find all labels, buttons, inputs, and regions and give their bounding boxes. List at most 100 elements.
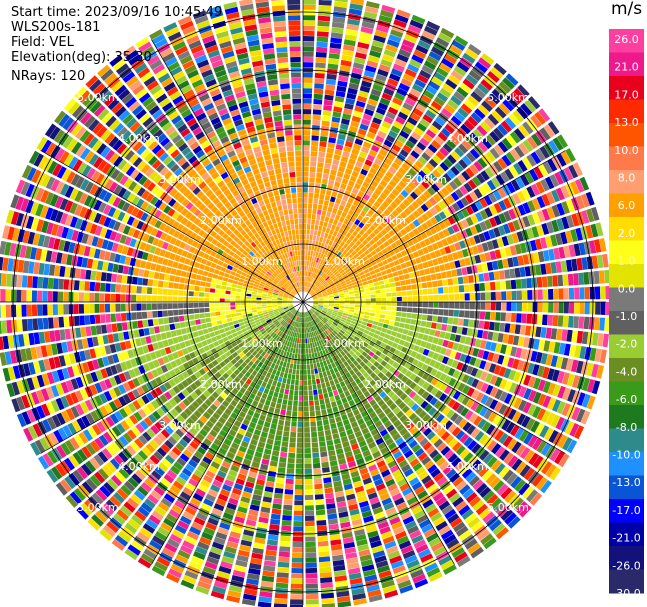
gate-955 <box>477 141 488 153</box>
gate-1613 <box>401 291 407 296</box>
gate-1058 <box>446 194 456 204</box>
gate-55 <box>303 0 316 5</box>
gate-837 <box>446 139 457 150</box>
gate-748 <box>332 261 338 267</box>
gate-1453 <box>454 260 461 268</box>
gate-1953 <box>388 320 395 326</box>
gate-1466 <box>519 242 527 254</box>
gate-2687 <box>334 342 339 348</box>
gate-3394 <box>304 474 313 480</box>
gate-474 <box>345 202 352 209</box>
gate-3544 <box>293 364 297 370</box>
gate-285 <box>305 287 308 292</box>
gate-3184 <box>360 559 374 567</box>
gate-3671 <box>269 428 276 435</box>
gate-3565 <box>276 472 285 479</box>
gate-2933 <box>363 432 372 440</box>
gate-1971 <box>479 340 487 349</box>
gate-3503 <box>288 447 296 453</box>
gate-867 <box>354 246 361 253</box>
gate-2266 <box>507 408 517 420</box>
gate-3144 <box>315 357 320 363</box>
gate-3324 <box>309 405 315 412</box>
gate-2976 <box>329 368 335 375</box>
gate-2218 <box>555 416 565 430</box>
gate-3567 <box>275 482 284 489</box>
gate-734 <box>462 78 475 90</box>
gate-4982 <box>168 316 175 324</box>
gate-1283 <box>450 234 459 243</box>
gate-690 <box>327 264 333 270</box>
gate-3533 <box>273 603 288 607</box>
gate-2495 <box>483 453 494 465</box>
gate-2253 <box>448 377 457 387</box>
gate-1031 <box>332 277 338 282</box>
gate-1041 <box>374 246 382 253</box>
gate-1961 <box>429 329 436 336</box>
gate-1246 <box>540 178 550 192</box>
gate-1043 <box>383 240 390 248</box>
gate-1052 <box>421 213 429 222</box>
gate-1401 <box>476 244 484 254</box>
gate-3317 <box>307 369 311 375</box>
gate-507 <box>415 44 429 55</box>
gate-2464 <box>361 351 368 358</box>
gate-2957 <box>415 543 429 554</box>
gate-2822 <box>385 437 394 446</box>
gate-1429 <box>333 292 339 296</box>
gate-3350 <box>317 540 329 547</box>
gate-3106 <box>345 450 353 458</box>
gate-3159 <box>332 433 340 440</box>
gate-3139 <box>309 332 313 338</box>
gate-2684 <box>324 330 330 336</box>
gate-535 <box>359 186 368 193</box>
gate-1412 <box>531 226 540 238</box>
gate-2914 <box>322 343 327 350</box>
gate-2291 <box>360 335 367 342</box>
gate-1991 <box>581 361 589 375</box>
gate-1868 <box>540 327 547 339</box>
gate-2487 <box>451 426 461 437</box>
gate-1933 <box>579 346 587 359</box>
gate-1641 <box>547 275 553 287</box>
gate-37 <box>303 93 312 99</box>
gate-981 <box>359 252 366 259</box>
gate-1824 <box>313 303 319 305</box>
gate-4802 <box>217 324 224 330</box>
gate-2406 <box>360 345 367 351</box>
gate-3260 <box>310 369 315 375</box>
gate-1733 <box>433 302 439 308</box>
gate-371 <box>353 143 362 151</box>
gate-698 <box>352 230 358 237</box>
gate-1821 <box>594 317 600 331</box>
gate-891 <box>443 158 453 168</box>
gate-2714 <box>418 452 428 462</box>
gate-1835 <box>370 309 376 313</box>
gate-802 <box>324 275 329 280</box>
gate-263 <box>343 108 353 115</box>
gate-20 <box>303 182 309 188</box>
gate-2348 <box>358 339 365 345</box>
gate-2060 <box>351 318 358 322</box>
gate-3361 <box>321 597 335 604</box>
gate-367 <box>346 163 354 170</box>
gate-2576 <box>348 350 355 356</box>
gate-2727 <box>458 504 471 516</box>
gate-2926 <box>348 399 355 407</box>
gate-1508 <box>446 270 452 278</box>
gate-2813 <box>361 398 369 406</box>
gate-58 <box>303 281 305 287</box>
gate-518 <box>319 265 324 271</box>
gate-1133 <box>530 151 542 165</box>
gate-1742 <box>480 302 486 310</box>
gate-162 <box>330 37 343 44</box>
gate-456 <box>307 287 310 293</box>
gate-2284 <box>329 317 335 322</box>
gate-3070 <box>387 550 401 560</box>
gate-1692 <box>516 290 522 300</box>
gate-4985 <box>152 318 159 326</box>
gate-486 <box>370 144 380 153</box>
gate-2489 <box>459 433 470 444</box>
gate-440 <box>383 87 395 97</box>
gate-757 <box>362 225 369 232</box>
